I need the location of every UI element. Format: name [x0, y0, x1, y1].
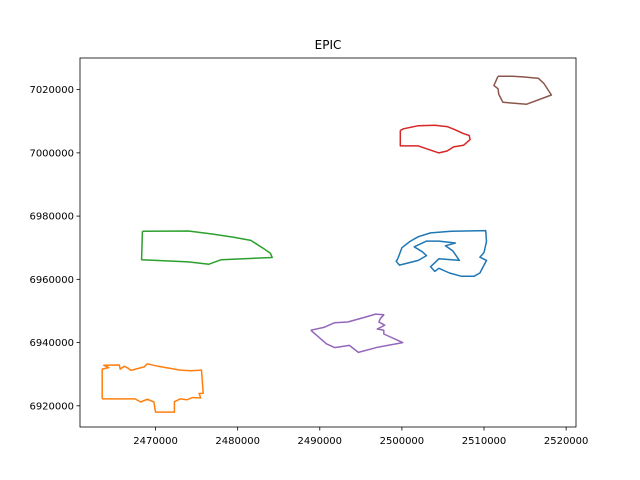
x-tick-label: 2480000 — [215, 436, 260, 447]
x-tick-label: 2500000 — [380, 436, 425, 447]
polygon-series-5 — [310, 313, 404, 354]
polygon-series-1 — [395, 229, 488, 277]
x-tick-label: 2490000 — [298, 436, 343, 447]
axes-frame — [79, 57, 577, 428]
x-tick-label: 2520000 — [544, 436, 589, 447]
y-tick-label: 6920000 — [29, 401, 74, 412]
plot-area — [101, 75, 553, 413]
polygon-series-3 — [140, 230, 273, 265]
x-tick-label: 2470000 — [133, 436, 178, 447]
y-tick-label: 7000000 — [29, 148, 74, 159]
y-tick-label: 6980000 — [29, 212, 74, 223]
polygon-series-6 — [493, 75, 553, 105]
x-axis-ticks: 2470000 2480000 2490000 2500000 2510000 25200… — [133, 427, 588, 447]
chart-title: EPIC — [315, 38, 342, 52]
y-axis-ticks: 6920000 6940000 6960000 6980000 7000000 70200… — [29, 85, 80, 412]
x-tick-label: 2510000 — [462, 436, 507, 447]
y-tick-label: 7020000 — [29, 85, 74, 96]
y-tick-label: 6960000 — [29, 275, 74, 286]
polygon-series-2 — [101, 363, 204, 413]
polygon-series-4 — [399, 124, 471, 154]
y-tick-label: 6940000 — [29, 338, 74, 349]
